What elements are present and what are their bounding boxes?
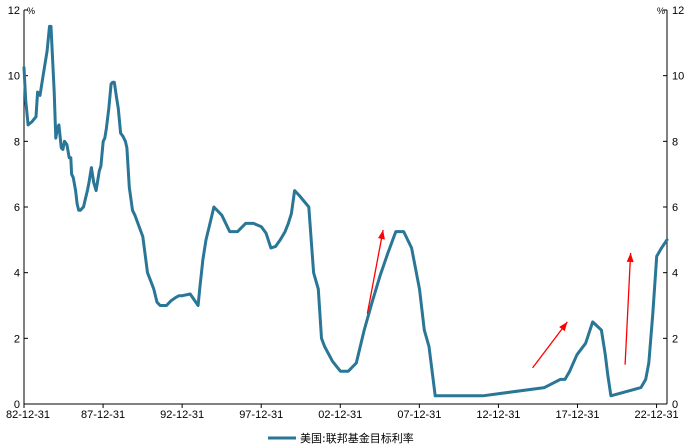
y-tick-label-right: 8: [672, 136, 678, 148]
y-tick-label-left: 8: [14, 136, 20, 148]
y-tick-label-left: 6: [14, 202, 20, 214]
chart-axes: [23, 10, 668, 405]
x-tick-label: 87-12-31: [81, 409, 125, 421]
left-unit-label: %: [27, 6, 35, 16]
series-line: [22, 24, 669, 398]
y-tick-label-left: 2: [14, 333, 20, 345]
x-tick-label: 07-12-31: [397, 409, 441, 421]
arrow-head: [378, 229, 385, 240]
y-tick-label-right: 6: [672, 202, 678, 214]
arrow-head: [559, 321, 568, 332]
y-tick-label-left: 0: [14, 399, 20, 411]
y-tick-label-left: 10: [8, 71, 20, 83]
arrow-shaft: [624, 252, 632, 365]
annotation-layer: [366, 229, 634, 369]
right-unit-label: %: [657, 6, 665, 16]
y-tick-label-right: 2: [672, 333, 678, 345]
y-tick-label-right: 12: [672, 5, 684, 17]
arrow-shaft: [366, 229, 384, 314]
y-tick-label-left: 12: [8, 5, 20, 17]
arrow-shaft: [532, 321, 568, 369]
legend: 美国:联邦基金目标利率: [268, 431, 414, 445]
x-tick-label: 97-12-31: [239, 409, 283, 421]
x-tick-label: 17-12-31: [555, 409, 599, 421]
y-tick-label-right: 10: [672, 71, 684, 83]
x-axis-ticks: 82-12-31 87-12-31 92-12-31 97-12-31 02-12-31…: [6, 404, 679, 421]
y-tick-label-left: 4: [14, 268, 20, 280]
arrow-head: [626, 252, 634, 263]
x-tick-label: 02-12-31: [318, 409, 362, 421]
x-tick-label: 12-12-31: [476, 409, 520, 421]
y-axis-ticks: 0 0 2 2 4 4 6 6 8 8 10 10 12 12: [8, 5, 685, 411]
x-tick-label: 82-12-31: [6, 409, 50, 421]
y-tick-label-right: 0: [672, 399, 678, 411]
y-tick-label-right: 4: [672, 268, 678, 280]
x-tick-label: 22-12-31: [635, 409, 679, 421]
series-layer: [22, 24, 669, 398]
legend-label: 美国:联邦基金目标利率: [300, 431, 414, 445]
x-tick-label: 92-12-31: [160, 409, 204, 421]
